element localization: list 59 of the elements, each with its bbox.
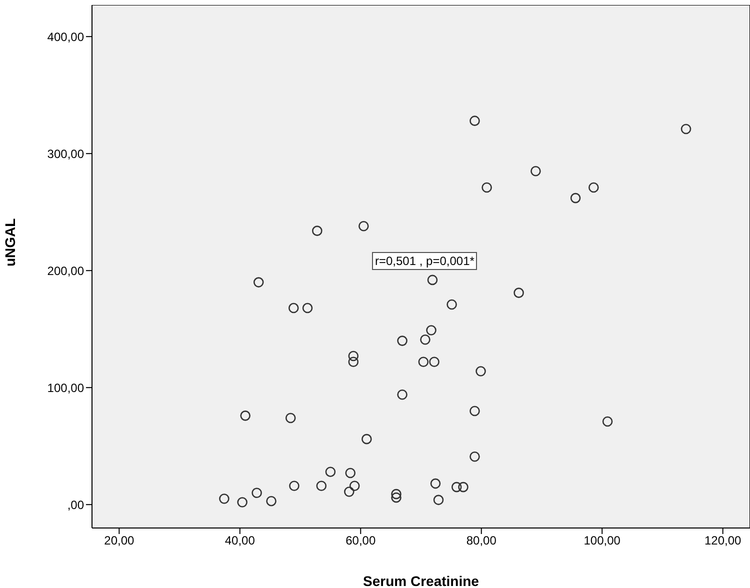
point (316, 480, 327, 492)
y-tick-label: 200,00 (47, 264, 84, 278)
point (219, 494, 230, 504)
point (426, 325, 436, 336)
point (476, 366, 486, 376)
y-tick-label: 400,00 (47, 30, 84, 44)
point (285, 412, 296, 424)
point (391, 488, 402, 500)
point (420, 334, 430, 345)
x-tick-label: 40,00 (224, 534, 256, 548)
point (344, 486, 354, 497)
point (362, 434, 372, 444)
point (237, 497, 248, 508)
point (588, 182, 599, 193)
point (325, 466, 336, 477)
point (266, 496, 276, 506)
y-tick-label: 300,00 (47, 146, 84, 161)
annotation: r=0,501 , p=0,001* (372, 252, 478, 270)
point (430, 478, 441, 489)
point (348, 350, 359, 362)
point (252, 488, 262, 498)
point (482, 182, 492, 193)
point (302, 302, 313, 314)
point (470, 406, 480, 416)
point (427, 274, 438, 286)
y-axis-title: uNGAL (2, 218, 18, 266)
x-tick-label: 120,00 (704, 534, 742, 548)
point (451, 482, 462, 492)
point (397, 336, 408, 346)
point (470, 451, 480, 462)
x-tick-label: 60,00 (346, 534, 376, 548)
point (288, 302, 299, 314)
point (429, 356, 440, 368)
point (570, 192, 581, 204)
point (312, 226, 322, 236)
x-tick-label: 20,00 (104, 534, 135, 548)
point (514, 288, 524, 298)
x-tick-label: 100,00 (584, 534, 621, 548)
point (458, 482, 468, 492)
x-tick-label: 80,00 (466, 534, 497, 548)
point (530, 166, 541, 176)
point (349, 480, 360, 492)
point (240, 410, 250, 421)
point (680, 124, 692, 134)
point (348, 356, 359, 368)
point (602, 416, 613, 427)
point (418, 356, 429, 368)
point (446, 299, 457, 310)
y-tick-label: 100,00 (47, 380, 84, 395)
point (433, 494, 444, 506)
point (289, 480, 300, 492)
point (391, 492, 402, 503)
point (470, 116, 480, 126)
point (345, 468, 356, 478)
x-axis-title: Serum Creatinine (363, 573, 480, 588)
y-tick-label: ,00 (67, 498, 84, 512)
point (253, 277, 264, 288)
point (397, 389, 408, 400)
point (358, 220, 369, 232)
